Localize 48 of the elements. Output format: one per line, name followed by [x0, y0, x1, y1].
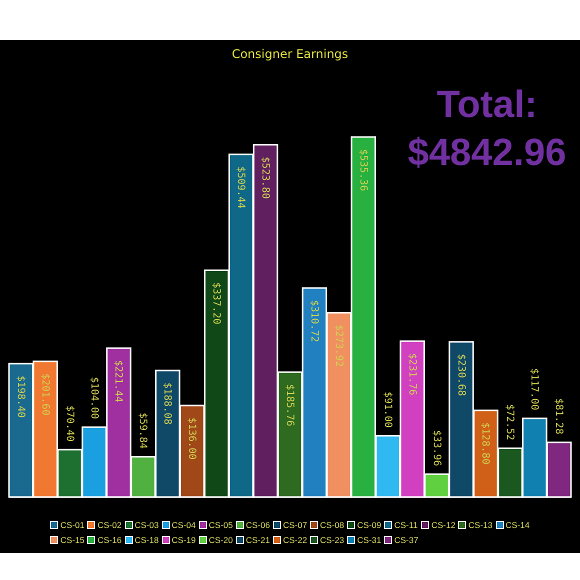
legend-label: CS-13 — [468, 520, 493, 530]
legend-label: CS-06 — [246, 520, 270, 530]
data-label: $72.52 — [504, 404, 516, 440]
chart-title: Consigner Earnings — [232, 47, 348, 61]
legend-label: CS-11 — [394, 520, 418, 530]
data-label: $59.84 — [137, 412, 148, 449]
legend-label: CS-23 — [320, 535, 344, 545]
data-label: $230.68 — [455, 354, 466, 396]
data-label: $70.40 — [64, 406, 75, 442]
data-label: $33.96 — [430, 430, 442, 466]
legend-label: CS-02 — [97, 520, 122, 530]
legend-label: CS-15 — [60, 535, 84, 545]
data-label: $231.76 — [406, 353, 418, 396]
data-label: $117.00 — [528, 368, 540, 410]
data-label: $81.28 — [553, 398, 564, 434]
data-label: $185.76 — [284, 384, 295, 426]
data-label: $221.44 — [112, 360, 124, 402]
data-label: $523.80 — [260, 156, 271, 199]
legend-label: CS-09 — [357, 520, 382, 530]
legend-label: CS-21 — [246, 535, 270, 545]
data-label: $201.60 — [39, 373, 50, 416]
data-label: $136.00 — [186, 418, 198, 460]
data-label: $310.72 — [308, 300, 320, 342]
legend-label: CS-18 — [134, 535, 159, 545]
legend-label: CS-05 — [208, 520, 233, 530]
legend-label: CS-37 — [394, 535, 418, 545]
legend-label: CS-20 — [208, 535, 233, 545]
legend-label: CS-14 — [506, 520, 530, 530]
legend-label: CS-19 — [172, 535, 196, 545]
legend-label: CS-16 — [97, 535, 122, 545]
legend-label: CS-31 — [357, 535, 382, 545]
data-label: $535.36 — [357, 149, 368, 192]
data-label: $91.00 — [382, 392, 393, 428]
data-label: $509.44 — [235, 166, 246, 209]
data-label: $104.00 — [88, 376, 100, 420]
data-label: $128.80 — [480, 422, 491, 465]
annotation: Total: $4842.96 — [408, 84, 566, 174]
legend-label: CS-01 — [60, 520, 84, 530]
legend-label: CS-12 — [431, 520, 456, 530]
legend-label: CS-08 — [320, 520, 344, 530]
legend-label: CS-07 — [282, 520, 308, 530]
legend-label: CS-03 — [134, 520, 159, 530]
data-label: $198.40 — [14, 376, 26, 418]
data-label: $337.20 — [210, 282, 222, 324]
data-label: $188.08 — [162, 382, 173, 425]
legend-label: CS-04 — [172, 520, 196, 530]
legend-label: CS-22 — [282, 535, 308, 545]
data-label: $273.92 — [332, 324, 344, 367]
